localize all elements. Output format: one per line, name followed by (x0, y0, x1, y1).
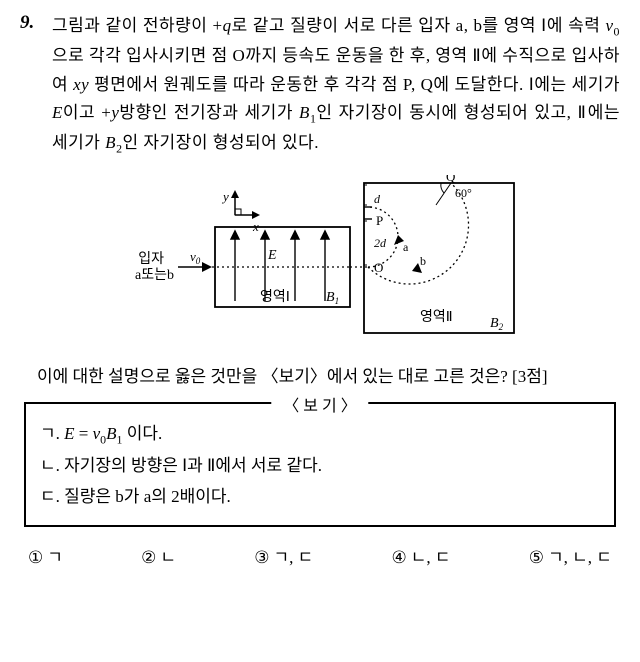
bogi-title: 〈 보 기 〉 (271, 392, 368, 416)
Q-label: Q (446, 175, 456, 184)
choice-5-text: ㄱ, ㄴ, ㄷ (548, 543, 612, 568)
choice-4[interactable]: ④ ㄴ, ㄷ (392, 543, 451, 568)
question-text: 그림과 같이 전하량이 +q로 같고 질량이 서로 다른 입자 a, b를 영역… (52, 12, 620, 159)
choice-5-num: ⑤ (529, 548, 544, 568)
figure: y x 입자 a또는b v0 (120, 175, 520, 345)
choice-2-num: ② (141, 548, 156, 568)
answer-choices: ① ㄱ ② ㄴ ③ ㄱ, ㄷ ④ ㄴ, ㄷ ⑤ ㄱ, ㄴ, ㄷ (20, 539, 620, 568)
bogi-box: 〈 보 기 〉 ㄱ. E = v0B1 이다. ㄴ. 자기장의 방향은 Ⅰ과 Ⅱ… (24, 402, 616, 527)
O-label: O (374, 260, 383, 275)
axis-y-label: y (221, 189, 229, 204)
two-d-label: 2d (374, 236, 387, 250)
choice-3-num: ③ (254, 548, 269, 568)
choice-4-text: ㄴ, ㄷ (411, 543, 451, 568)
E-label: E (267, 248, 277, 263)
choice-2-text: ㄴ (160, 543, 176, 568)
particle-label-1: 입자 (138, 251, 164, 267)
choice-2[interactable]: ② ㄴ (141, 543, 176, 568)
choice-3-text: ㄱ, ㄷ (274, 543, 314, 568)
arc-a-label: a (403, 240, 409, 254)
region-1-label: 영역Ⅰ (260, 289, 290, 305)
angle-label: 60° (455, 186, 472, 200)
choice-4-num: ④ (392, 548, 407, 568)
physics-diagram: y x 입자 a또는b v0 (120, 175, 520, 345)
P-label: P (376, 213, 383, 228)
particle-label-2: a또는b (135, 267, 174, 283)
bogi-item-1: ㄱ. E = v0B1 이다. (40, 418, 600, 450)
choice-1-num: ① (28, 548, 43, 568)
bogi-item-2: ㄴ. 자기장의 방향은 Ⅰ과 Ⅱ에서 서로 같다. (40, 450, 600, 481)
choice-3[interactable]: ③ ㄱ, ㄷ (254, 543, 313, 568)
d-label: d (374, 192, 381, 206)
figure-container: y x 입자 a또는b v0 (20, 165, 620, 359)
v0-label: v0 (190, 249, 201, 266)
choice-1-text: ㄱ (47, 543, 63, 568)
B1-label: B1 (326, 290, 339, 306)
sub-question: 이에 대한 설명으로 옳은 것만을 〈보기〉에서 있는 대로 고른 것은? [3… (20, 363, 620, 392)
B2-label: B2 (490, 316, 504, 332)
choice-5[interactable]: ⑤ ㄱ, ㄴ, ㄷ (529, 543, 612, 568)
question-number: 9. (20, 12, 42, 34)
question-block: 9. 그림과 같이 전하량이 +q로 같고 질량이 서로 다른 입자 a, b를… (20, 12, 620, 568)
question-header: 9. 그림과 같이 전하량이 +q로 같고 질량이 서로 다른 입자 a, b를… (20, 12, 620, 159)
bogi-item-3: ㄷ. 질량은 b가 a의 2배이다. (40, 481, 600, 512)
region-2-label: 영역Ⅱ (420, 309, 453, 325)
arc-b-label: b (420, 254, 426, 268)
choice-1[interactable]: ① ㄱ (28, 543, 63, 568)
